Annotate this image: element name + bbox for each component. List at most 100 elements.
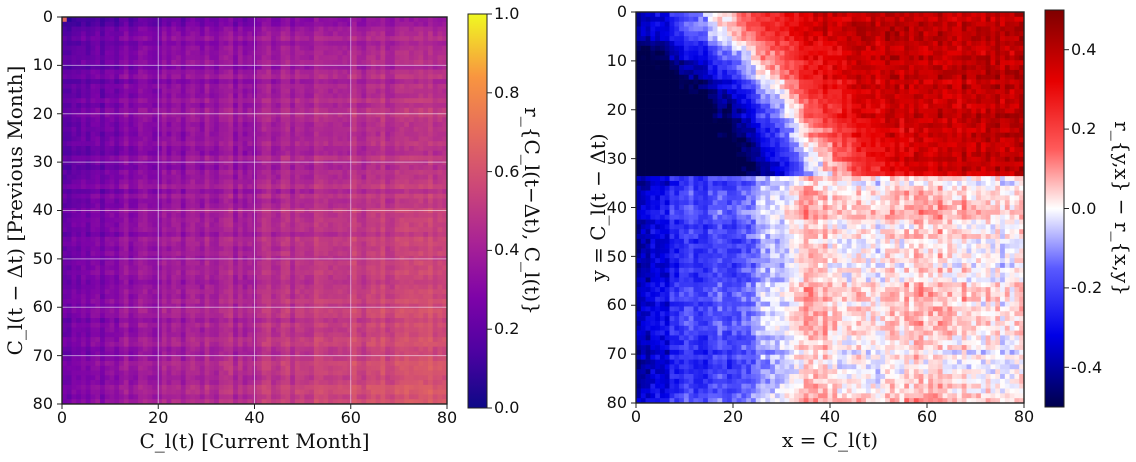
left-heatmap-cell-34-32 (214, 179, 220, 185)
left-heatmap-cell-49-62 (356, 251, 362, 257)
left-heatmap-cell-16-72 (404, 93, 410, 99)
left-heatmap-cell-58-42 (261, 294, 267, 300)
left-heatmap-cell-13-17 (142, 79, 148, 85)
left-heatmap-cell-27-2 (71, 146, 77, 152)
left-heatmap-cell-13-45 (275, 79, 281, 85)
left-heatmap-cell-10-80 (442, 64, 448, 70)
left-heatmap-cell-38-68 (385, 198, 391, 204)
left-heatmap-cell-36-43 (266, 189, 272, 195)
left-heatmap-cell-33-13 (123, 174, 129, 180)
left-heatmap-cell-38-12 (119, 198, 125, 204)
left-heatmap-cell-9-47 (285, 60, 291, 66)
left-heatmap-cell-49-71 (399, 251, 405, 257)
left-heatmap-cell-27-47 (285, 146, 291, 152)
left-heatmap-cell-38-30 (204, 198, 210, 204)
left-heatmap-cell-47-12 (119, 241, 125, 247)
left-heatmap-cell-30-27 (190, 160, 196, 166)
left-heatmap-cell-35-73 (408, 184, 415, 190)
left-heatmap-cell-6-48 (290, 45, 296, 51)
left-heatmap-cell-44-35 (228, 227, 234, 233)
left-heatmap-cell-36-14 (128, 189, 134, 195)
left-heatmap-cell-48-16 (138, 246, 144, 252)
left-heatmap-cell-43-69 (389, 222, 396, 228)
left-heatmap-cell-59-51 (304, 298, 310, 305)
left-heatmap-cell-48-25 (180, 246, 186, 252)
left-heatmap-cell-33-8 (100, 174, 106, 180)
left-heatmap-cell-41-3 (76, 212, 82, 219)
left-heatmap-cell-38-54 (318, 198, 324, 204)
left-heatmap-cell-5-68 (385, 40, 391, 47)
left-heatmap-cell-2-32 (214, 26, 220, 32)
left-heatmap-cell-7-36 (233, 50, 239, 56)
left-heatmap-cell-27-10 (109, 146, 115, 152)
left-heatmap-cell-57-21 (161, 289, 167, 295)
left-heatmap-cell-56-69 (389, 284, 396, 290)
left-heatmap-cell-14-21 (161, 83, 167, 90)
left-heatmap-cell-19-18 (147, 107, 153, 113)
left-heatmap-cell-52-14 (128, 265, 134, 271)
left-heatmap-cell-5-7 (95, 40, 101, 47)
left-heatmap-cell-12-21 (161, 74, 167, 80)
left-heatmap-cell-41-6 (90, 212, 96, 219)
left-heatmap-cell-14-9 (104, 83, 110, 90)
left-heatmap-cell-57-57 (332, 289, 339, 295)
left-heatmap-cell-44-34 (223, 227, 229, 233)
left-heatmap-cell-25-68 (385, 136, 391, 142)
left-heatmap-cell-52-18 (147, 265, 153, 271)
left-heatmap-cell-29-77 (427, 155, 434, 161)
left-heatmap-cell-56-23 (171, 284, 177, 290)
left-heatmap-cell-43-71 (399, 222, 405, 228)
left-heatmap-cell-27-22 (166, 146, 172, 152)
left-heatmap-cell-36-76 (423, 189, 429, 195)
left-heatmap-cell-20-42 (261, 112, 267, 118)
left-heatmap-cell-56-11 (114, 284, 120, 290)
left-heatmap-cell-30-8 (100, 160, 106, 166)
left-heatmap-cell-26-35 (228, 141, 234, 147)
left-heatmap-cell-35-62 (356, 184, 362, 190)
left-heatmap-cell-57-55 (323, 289, 329, 295)
left-heatmap-cell-58-19 (152, 294, 158, 300)
left-heatmap-cell-41-26 (185, 212, 191, 219)
left-heatmap-cell-34-28 (195, 179, 201, 185)
left-heatmap-cell-17-56 (328, 98, 334, 104)
left-heatmap-cell-21-5 (85, 117, 91, 123)
left-heatmap-cell-4-80 (442, 36, 448, 42)
left-heatmap-cell-25-57 (332, 136, 339, 142)
left-heatmap-cell-57-49 (294, 289, 301, 295)
left-heatmap-cell-24-13 (123, 131, 129, 137)
left-heatmap-cell-32-68 (385, 169, 391, 176)
left-heatmap-cell-10-2 (71, 64, 77, 70)
left-heatmap-cell-1-62 (356, 21, 362, 27)
left-heatmap-cell-44-38 (242, 227, 248, 233)
left-heatmap-cell-1-61 (351, 21, 358, 27)
left-heatmap-cell-26-0 (62, 141, 68, 147)
left-heatmap-cell-43-60 (347, 222, 353, 228)
left-heatmap-cell-55-48 (290, 279, 296, 285)
left-heatmap-cell-14-20 (157, 83, 163, 90)
left-heatmap-cell-6-69 (389, 45, 396, 51)
left-heatmap-cell-43-66 (375, 222, 381, 228)
left-heatmap-cell-32-51 (304, 169, 310, 176)
left-heatmap-cell-34-67 (380, 179, 386, 185)
left-heatmap-cell-4-64 (366, 36, 372, 42)
left-heatmap-cell-41-44 (271, 212, 277, 219)
left-heatmap-cell-53-54 (318, 270, 324, 276)
left-heatmap-cell-23-18 (147, 126, 153, 133)
left-heatmap-cell-51-7 (95, 260, 101, 266)
left-heatmap-cell-5-43 (266, 40, 272, 47)
left-heatmap-cell-23-48 (290, 126, 296, 133)
left-heatmap-cell-39-27 (190, 203, 196, 209)
left-heatmap-cell-37-4 (81, 193, 87, 199)
left-heatmap-cell-39-43 (266, 203, 272, 209)
left-heatmap-cell-12-13 (123, 74, 129, 80)
left-heatmap-cell-28-28 (195, 150, 201, 156)
left-heatmap-cell-52-23 (171, 265, 177, 271)
left-heatmap-cell-52-59 (342, 265, 348, 271)
left-heatmap-cell-18-37 (237, 103, 243, 109)
left-heatmap-cell-57-8 (100, 289, 106, 295)
left-heatmap-cell-52-52 (309, 265, 315, 271)
left-heatmap-cell-15-23 (171, 88, 177, 94)
left-heatmap-cell-45-57 (332, 232, 339, 238)
left-heatmap-cell-56-4 (81, 284, 87, 290)
left-heatmap-cell-35-10 (109, 184, 115, 190)
